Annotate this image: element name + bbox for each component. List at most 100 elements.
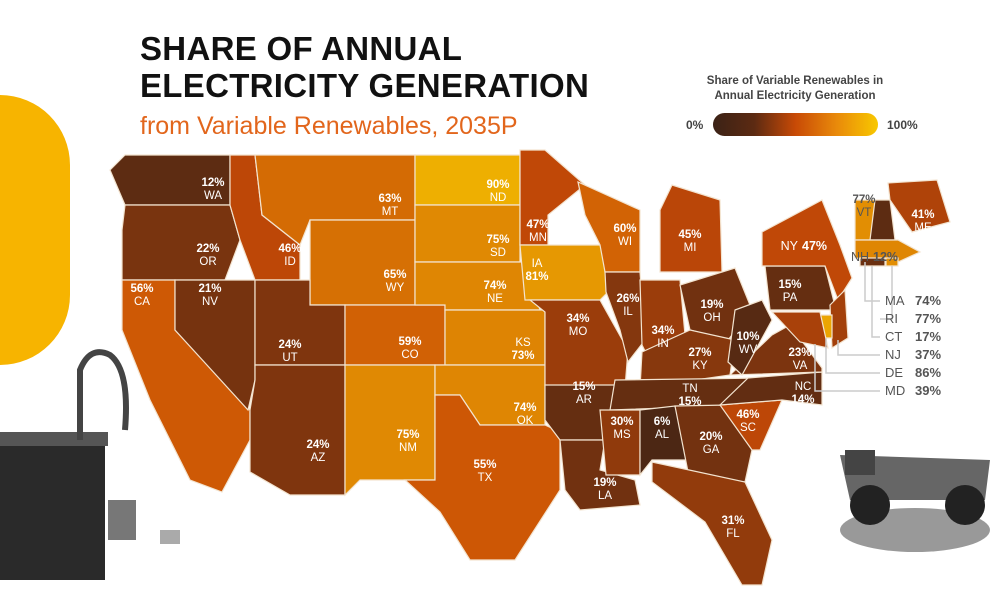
state-value-mo: 34% [566, 313, 589, 325]
state-value-id: 46% [278, 243, 301, 255]
state-value-al: 6% [654, 416, 671, 428]
state-co [344, 304, 446, 366]
state-value-ia: 81% [525, 271, 548, 283]
state-abbr-il: IL [623, 306, 633, 318]
state-abbr-ct: CT [885, 329, 902, 344]
state-abbr-wy: WY [386, 282, 405, 294]
state-abbr-ri: RI [885, 311, 898, 326]
haul-truck-illustration [840, 450, 990, 552]
state-value-ri: 77% [915, 311, 941, 326]
state-value-mn: 47% [526, 219, 549, 231]
legend-color-bar [713, 113, 878, 136]
state-value-md: 39% [915, 383, 941, 398]
state-value-ms: 30% [610, 416, 633, 428]
state-value-me: 41% [911, 209, 934, 221]
state-abbr-ky: KY [692, 360, 708, 372]
state-value-co: 59% [398, 336, 421, 348]
state-al [639, 405, 691, 477]
state-abbr-az: AZ [311, 452, 326, 464]
state-value-de: 86% [915, 365, 941, 380]
legend-title-line-1: Share of Variable Renewables in [706, 75, 884, 87]
battery-illustration [0, 349, 180, 580]
state-value-tn: 15% [678, 396, 701, 408]
state-value-az: 24% [306, 439, 329, 451]
state-value-nv: 21% [198, 283, 221, 295]
state-il [604, 271, 646, 364]
state-nh [869, 199, 896, 241]
state-ne [414, 261, 541, 311]
state-abbr-mi: MI [684, 242, 697, 254]
state-abbr-ga: GA [703, 444, 720, 456]
state-value-sd: 75% [486, 234, 509, 246]
legend-title: Share of Variable Renewables in Annual E… [680, 74, 910, 104]
state-nm [344, 364, 436, 497]
title-line-1: SHARE OF ANNUAL [140, 30, 463, 67]
state-abbr-oh: OH [703, 312, 720, 324]
state-abbr-id: ID [284, 256, 296, 268]
state-abbr-al: AL [655, 429, 670, 441]
state-abbr-ne: NE [487, 293, 503, 305]
state-value-nd: 90% [486, 179, 509, 191]
state-value-or: 22% [196, 243, 219, 255]
state-value-sc: 46% [736, 409, 759, 421]
state-abbr-ar: AR [576, 394, 592, 406]
state-value-ne: 74% [483, 280, 506, 292]
state-ct [859, 257, 886, 267]
state-abbr-vt: VT [857, 207, 872, 219]
state-me [887, 179, 951, 233]
state-value-ny: 47% [802, 239, 827, 253]
state-value-va: 23% [788, 347, 811, 359]
sun-decoration [0, 95, 70, 365]
state-abbr-mo: MO [569, 326, 588, 338]
state-value-nj: 37% [915, 347, 941, 362]
state-abbr-tn: TN [682, 383, 697, 395]
state-abbr-la: LA [598, 490, 612, 502]
state-mi [659, 184, 723, 273]
state-ma [854, 239, 922, 263]
state-value-wa: 12% [201, 177, 224, 189]
state-abbr-nj: NJ [885, 347, 901, 362]
state-value-wv: 10% [736, 331, 759, 343]
state-value-la: 19% [593, 477, 616, 489]
state-abbr-mt: MT [382, 206, 399, 218]
state-abbr-de: DE [885, 365, 903, 380]
state-abbr-ms: MS [613, 429, 631, 441]
state-value-ga: 20% [699, 431, 722, 443]
page-title: SHARE OF ANNUAL ELECTRICITY GENERATION [140, 30, 700, 104]
state-abbr-ma: MA [885, 293, 905, 308]
state-value-ks: 73% [511, 350, 534, 362]
state-md [770, 311, 829, 349]
state-or [121, 204, 241, 281]
state-value-ut: 24% [278, 339, 301, 351]
state-value-il: 26% [616, 293, 639, 305]
state-ri [885, 257, 899, 267]
legend-max-label: 100% [887, 118, 918, 132]
state-abbr-sc: SC [740, 422, 756, 434]
state-abbr-nc: NC [795, 381, 812, 393]
state-abbr-nm: NM [399, 442, 417, 454]
state-value-ma: 74% [915, 293, 941, 308]
state-abbr-mn: MN [529, 232, 547, 244]
state-abbr-nd: ND [490, 192, 507, 204]
state-abbr-wa: WA [204, 190, 222, 202]
title-line-2: ELECTRICITY GENERATION [140, 67, 590, 104]
state-tx [403, 394, 561, 561]
state-value-vt: 77% [852, 194, 875, 206]
state-nv [174, 279, 256, 412]
state-ny [761, 199, 853, 302]
state-abbr-co: CO [401, 349, 418, 361]
legend-title-line-2: Annual Electricity Generation [714, 90, 876, 102]
legend-min-label: 0% [686, 118, 704, 132]
state-value-nm: 75% [396, 429, 419, 441]
state-value-ct: 17% [915, 329, 941, 344]
state-value-nc: 14% [791, 394, 814, 406]
state-abbr-ia: IA [532, 258, 543, 270]
state-az [249, 364, 346, 496]
state-abbr-pa: PA [783, 292, 798, 304]
state-value-nh: 12% [873, 250, 898, 264]
state-abbr-or: OR [199, 256, 216, 268]
callout-line-de [825, 338, 880, 374]
state-abbr-ok: OK [517, 415, 534, 427]
state-abbr-fl: FL [726, 528, 740, 540]
